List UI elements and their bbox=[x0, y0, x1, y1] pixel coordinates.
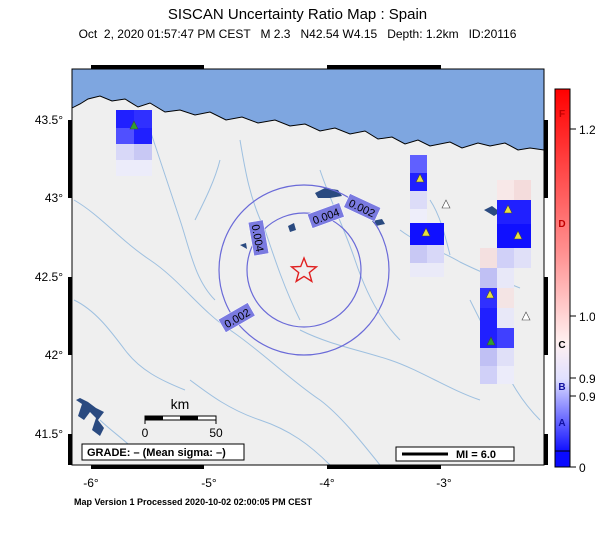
scale-bar-title: km bbox=[171, 396, 190, 412]
grade-letter: F bbox=[559, 109, 565, 120]
lat-tick-labels: 43.5° 43° 42.5° 42° 41.5° bbox=[35, 113, 63, 441]
map-border-pattern bbox=[68, 65, 548, 469]
epicenter-star bbox=[289, 256, 319, 283]
colorbar: F D C B A 1.2 1.0 0.9 0.9 0 bbox=[554, 88, 595, 475]
uncertainty-contours bbox=[218, 184, 390, 356]
lat-tick-label: 42° bbox=[45, 348, 63, 362]
grade-text: GRADE: – (Mean sigma: –) bbox=[87, 447, 226, 459]
scale-bar-right-label: 50 bbox=[209, 426, 223, 440]
contour-label: 0.004 bbox=[249, 224, 266, 253]
grade-letter: B bbox=[558, 382, 565, 393]
lon-tick-label: -4° bbox=[319, 476, 335, 490]
scale-bar: km 0 50 bbox=[142, 396, 223, 440]
uncertainty-cells bbox=[116, 110, 531, 384]
mi-box: MI = 6.0 bbox=[395, 446, 515, 462]
map-subtitle: Oct 2, 2020 01:57:47 PM CEST M 2.3 N42.5… bbox=[78, 27, 517, 41]
lat-tick-label: 43.5° bbox=[35, 113, 63, 127]
colorbar-tick-label: 1.0 bbox=[579, 310, 595, 324]
map-title: SISCAN Uncertainty Ratio Map : Spain bbox=[167, 6, 428, 23]
lon-tick-label: -5° bbox=[201, 476, 217, 490]
map-frame bbox=[71, 68, 545, 466]
scale-bar-left-label: 0 bbox=[142, 426, 149, 440]
grade-box: GRADE: – (Mean sigma: –) bbox=[81, 443, 245, 461]
station-markers bbox=[129, 120, 531, 346]
colorbar-tick-label: 0.9 bbox=[579, 372, 595, 386]
grade-letter: C bbox=[558, 340, 565, 351]
colorbar-tick-label: 0 bbox=[579, 461, 586, 475]
map-footer: Map Version 1 Processed 2020-10-02 02:00… bbox=[74, 497, 313, 507]
grade-letter: A bbox=[558, 418, 565, 429]
grade-letter: D bbox=[558, 219, 565, 230]
mi-text: MI = 6.0 bbox=[456, 449, 496, 461]
lon-tick-label: -3° bbox=[436, 476, 452, 490]
lat-tick-label: 42.5° bbox=[35, 270, 63, 284]
lat-tick-label: 41.5° bbox=[35, 427, 63, 441]
colorbar-tick-label: 0.9 bbox=[579, 390, 595, 404]
lat-tick-label: 43° bbox=[45, 191, 63, 205]
sea-area bbox=[72, 69, 544, 151]
colorbar-tick-label: 1.2 bbox=[579, 123, 595, 137]
lon-tick-label: -6° bbox=[83, 476, 99, 490]
lon-tick-labels: -6° -5° -4° -3° bbox=[83, 476, 452, 490]
